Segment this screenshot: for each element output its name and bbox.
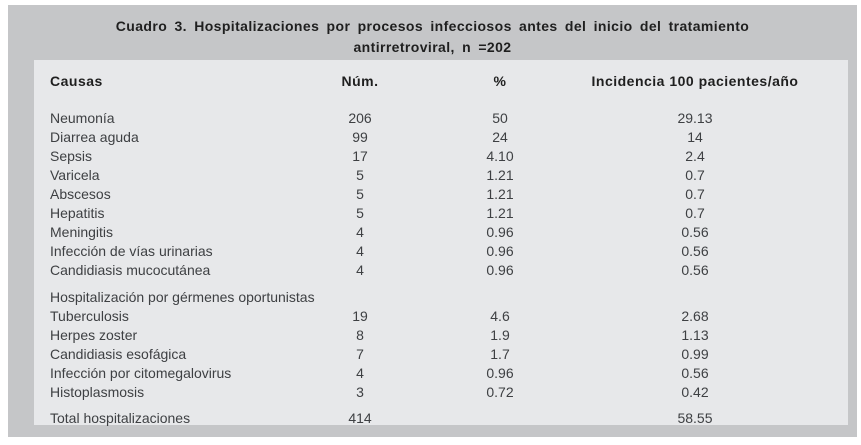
total-row: Total hospitalizaciones 414 58.55	[50, 409, 810, 428]
cell-incidencia: 14	[687, 129, 703, 145]
table-row: Sepsis 17 4.10 2.4	[50, 147, 810, 166]
hospitalizations-table: Causas Núm. % Incidencia 100 pacientes/a…	[50, 60, 810, 428]
table-frame: Cuadro 3. Hospitalizaciones por procesos…	[8, 5, 857, 437]
cell-num: 8	[356, 327, 364, 343]
cell-incidencia: 0.56	[681, 243, 709, 259]
cell-incidencia: 0.7	[685, 186, 705, 202]
section-header-label: Hospitalización por gérmenes oportunista…	[50, 289, 315, 305]
cell-num: 5	[356, 186, 364, 202]
cell-num: 3	[356, 384, 364, 400]
cell-causa: Varicela	[50, 167, 100, 183]
cell-num: 4	[356, 224, 364, 240]
cell-num: 4	[356, 365, 364, 381]
section-header-row: Hospitalización por gérmenes oportunista…	[50, 288, 810, 307]
column-header-incidencia: Incidencia 100 pacientes/año	[591, 73, 799, 89]
cell-causa: Sepsis	[50, 148, 93, 164]
cell-incidencia: 0.99	[681, 346, 709, 362]
cell-pct: 24	[492, 129, 508, 145]
cell-pct: 0.96	[486, 224, 514, 240]
cell-causa: Infección de vías urinarias	[50, 243, 213, 259]
cell-incidencia: 0.7	[685, 167, 705, 183]
cell-num: 7	[356, 346, 364, 362]
cell-pct: 0.96	[486, 365, 514, 381]
table-row: Herpes zoster 8 1.9 1.13	[50, 326, 810, 345]
column-header-num: Núm.	[341, 73, 379, 89]
cell-causa: Histoplasmosis	[50, 384, 145, 400]
column-header-causas: Causas	[50, 73, 103, 89]
table-row: Meningitis 4 0.96 0.56	[50, 223, 810, 242]
cell-incidencia: 0.56	[681, 224, 709, 240]
cell-causa: Herpes zoster	[50, 327, 138, 343]
cell-incidencia: 29.13	[677, 110, 713, 126]
cell-num: 19	[352, 308, 368, 324]
table-row: Histoplasmosis 3 0.72 0.42	[50, 383, 810, 402]
cell-num: 5	[356, 167, 364, 183]
table-title-line1: Cuadro 3. Hospitalizaciones por procesos…	[115, 18, 750, 34]
header-row: Causas Núm. % Incidencia 100 pacientes/a…	[50, 60, 810, 89]
cell-pct: 1.21	[486, 186, 514, 202]
table-row: Infección por citomegalovirus 4 0.96 0.5…	[50, 364, 810, 383]
table-row: Varicela 5 1.21 0.7	[50, 166, 810, 185]
cell-pct: 1.7	[490, 346, 510, 362]
cell-causa: Candidiasis esofágica	[50, 346, 187, 362]
cell-causa: Candidiasis mucocutánea	[50, 262, 211, 278]
cell-total-incidencia: 58.55	[677, 410, 713, 426]
cell-causa: Diarrea aguda	[50, 129, 139, 145]
table-row: Hepatitis 5 1.21 0.7	[50, 204, 810, 223]
cell-incidencia: 2.68	[681, 308, 709, 324]
table-row: Candidiasis esofágica 7 1.7 0.99	[50, 345, 810, 364]
column-header-pct: %	[493, 73, 507, 89]
cell-total-pct	[420, 409, 580, 428]
cell-num: 99	[352, 129, 368, 145]
cell-pct: 0.72	[486, 384, 514, 400]
cell-num: 17	[352, 148, 368, 164]
cell-pct: 0.96	[486, 243, 514, 259]
cell-incidencia: 1.13	[681, 327, 709, 343]
spacer-row	[50, 89, 810, 109]
cell-num: 4	[356, 262, 364, 278]
table-panel: Causas Núm. % Incidencia 100 pacientes/a…	[34, 60, 848, 428]
cell-total-label: Total hospitalizaciones	[50, 410, 191, 426]
spacer-row	[50, 280, 810, 288]
cell-pct: 4.10	[486, 148, 514, 164]
cell-total-num: 414	[348, 410, 372, 426]
table-row: Abscesos 5 1.21 0.7	[50, 185, 810, 204]
cell-incidencia: 0.56	[681, 262, 709, 278]
cell-causa: Neumonía	[50, 110, 115, 126]
cell-pct: 1.9	[490, 327, 510, 343]
cell-pct: 0.96	[486, 262, 514, 278]
table-row: Tuberculosis 19 4.6 2.68	[50, 307, 810, 326]
table-row: Infección de vías urinarias 4 0.96 0.56	[50, 242, 810, 261]
table-row: Diarrea aguda 99 24 14	[50, 128, 810, 147]
cell-incidencia: 0.56	[681, 365, 709, 381]
cell-causa: Infección por citomegalovirus	[50, 365, 232, 381]
spacer-row	[50, 402, 810, 409]
cell-pct: 1.21	[486, 167, 514, 183]
table-title: Cuadro 3. Hospitalizaciones por procesos…	[8, 5, 857, 58]
cell-num: 4	[356, 243, 364, 259]
cell-causa: Hepatitis	[50, 205, 105, 221]
cell-incidencia: 2.4	[685, 148, 705, 164]
table-row: Neumonía 206 50 29.13	[50, 109, 810, 128]
cell-pct: 50	[492, 110, 508, 126]
table-title-line2: antirretroviral, n =202	[353, 39, 512, 55]
cell-causa: Meningitis	[50, 224, 114, 240]
cell-num: 5	[356, 205, 364, 221]
cell-causa: Tuberculosis	[50, 308, 129, 324]
cell-pct: 4.6	[490, 308, 510, 324]
cell-incidencia: 0.7	[685, 205, 705, 221]
cell-num: 206	[348, 110, 372, 126]
table-row: Candidiasis mucocutánea 4 0.96 0.56	[50, 261, 810, 280]
cell-incidencia: 0.42	[681, 384, 709, 400]
cell-causa: Abscesos	[50, 186, 111, 202]
cell-pct: 1.21	[486, 205, 514, 221]
